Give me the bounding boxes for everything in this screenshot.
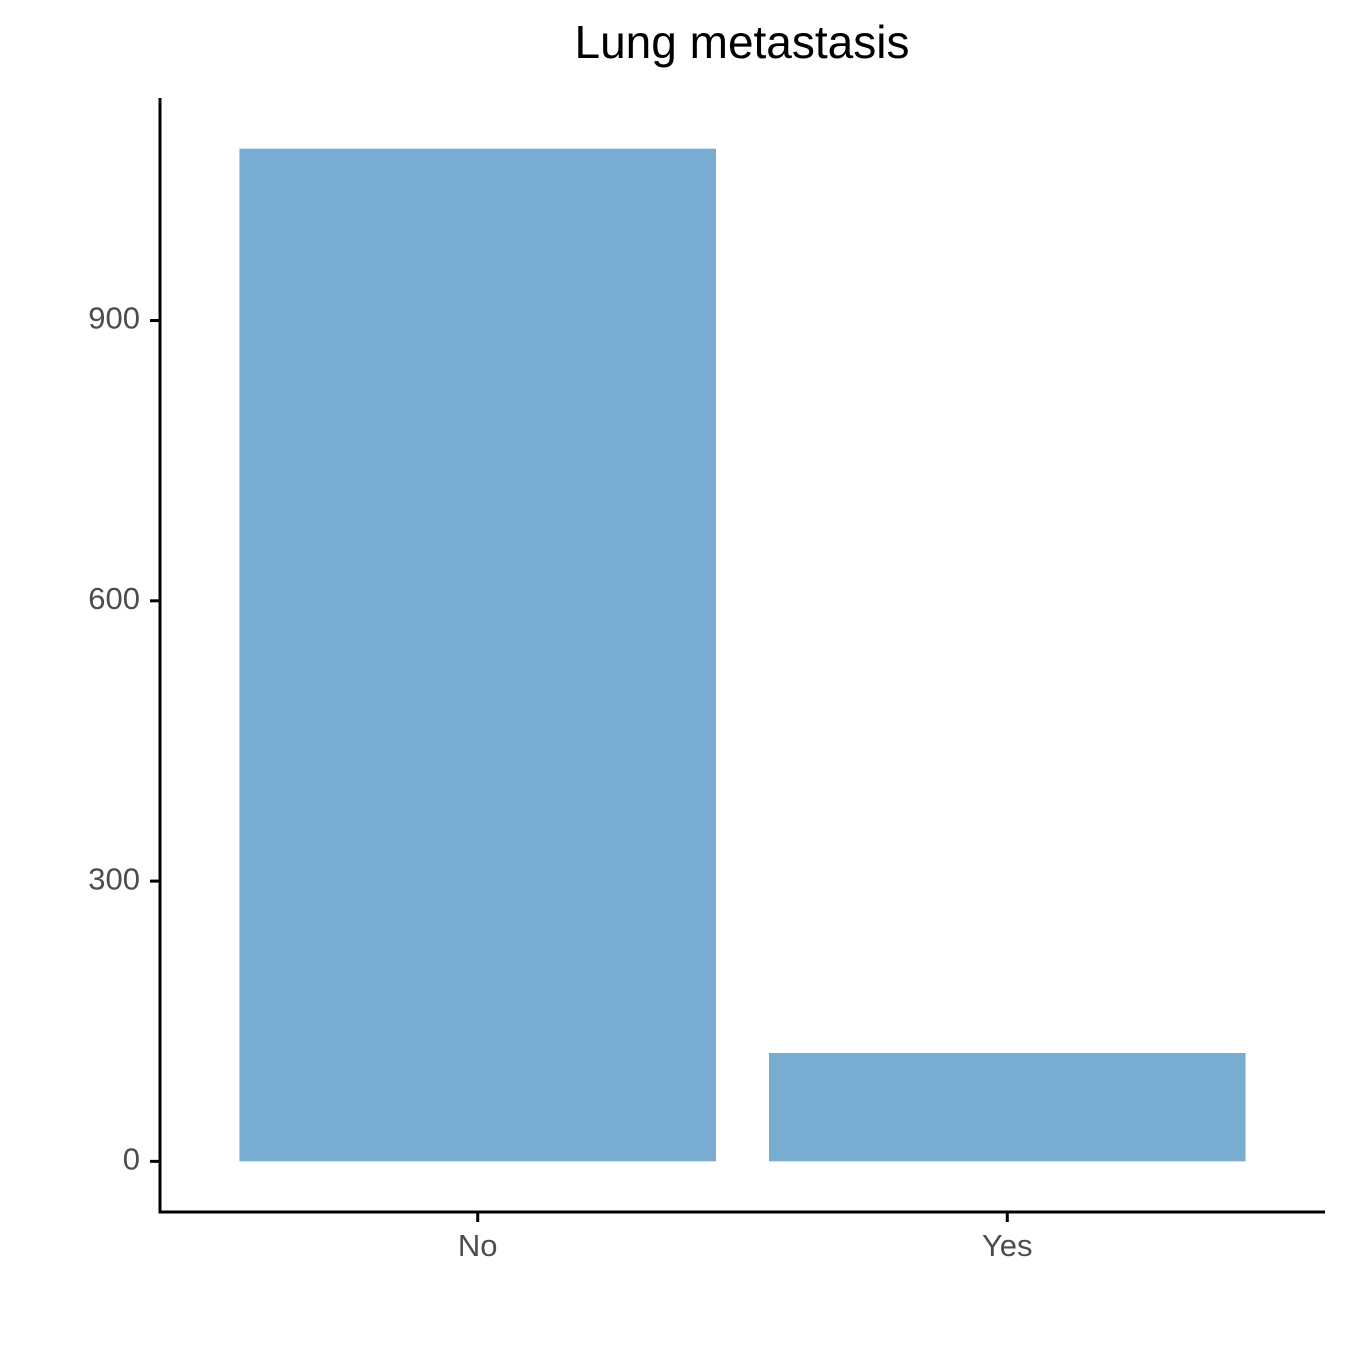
y-tick-label: 300	[88, 861, 140, 896]
chart-title: Lung metastasis	[575, 16, 910, 68]
y-tick-label: 600	[88, 581, 140, 616]
bar	[239, 148, 717, 1162]
x-tick-label: Yes	[982, 1228, 1033, 1263]
x-tick-label: No	[458, 1228, 498, 1263]
y-tick-label: 900	[88, 301, 140, 336]
bar	[768, 1052, 1246, 1162]
y-tick-label: 0	[123, 1142, 140, 1177]
